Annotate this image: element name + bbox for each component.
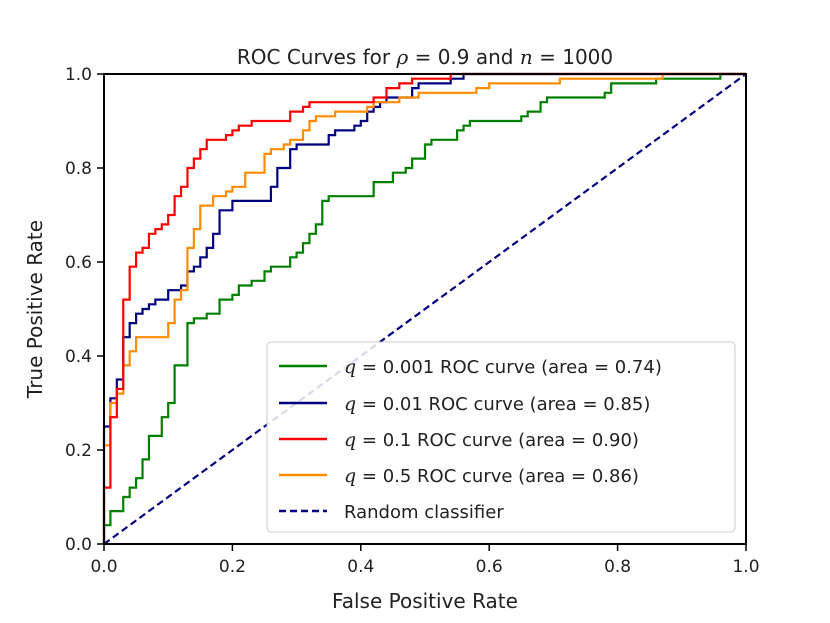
series-line-q0001 — [102, 72, 746, 544]
series-line-q01 — [102, 72, 746, 544]
x-axis: 0.0 0.2 0.4 0.6 0.8 1.0 — [90, 544, 760, 577]
y-tick-label: 0.4 — [65, 347, 92, 367]
x-axis-label: False Positive Rate — [332, 589, 518, 613]
x-tick-label: 1.0 — [732, 557, 759, 577]
legend-label-q05: q = 0.5 ROC curve (area = 0.86) — [344, 465, 639, 487]
series-line-random — [103, 73, 747, 545]
x-tick-label: 0.8 — [604, 557, 631, 577]
y-tick-label: 0.8 — [65, 159, 92, 179]
y-tick-label: 0.0 — [65, 535, 92, 555]
y-tick-label: 0.2 — [65, 441, 92, 461]
y-tick-label: 0.6 — [65, 253, 92, 273]
chart-title: ROC Curves for ρ = 0.9 and n = 1000 — [237, 45, 613, 69]
legend-label-q0001: q = 0.001 ROC curve (area = 0.74) — [344, 356, 662, 378]
legend-box — [266, 341, 736, 533]
x-tick-label: 0.4 — [347, 557, 374, 577]
series-line-q001 — [102, 72, 746, 544]
x-tick-label: 0.6 — [476, 557, 503, 577]
legend-label-q01: q = 0.1 ROC curve (area = 0.90) — [344, 429, 639, 451]
y-axis-label: True Positive Rate — [23, 220, 47, 399]
y-axis: 0.0 0.2 0.4 0.6 0.8 1.0 — [65, 65, 104, 555]
plot-frame — [103, 73, 747, 545]
legend-label-q001: q = 0.01 ROC curve (area = 0.85) — [344, 393, 650, 415]
plot-area — [102, 72, 747, 545]
legend-label-random: Random classifier — [344, 502, 504, 523]
y-tick-label: 1.0 — [65, 65, 92, 85]
x-tick-label: 0.2 — [219, 557, 246, 577]
series-line-q05 — [102, 72, 746, 544]
legend: q = 0.001 ROC curve (area = 0.74) q = 0.0… — [266, 341, 736, 533]
x-tick-label: 0.0 — [90, 557, 117, 577]
